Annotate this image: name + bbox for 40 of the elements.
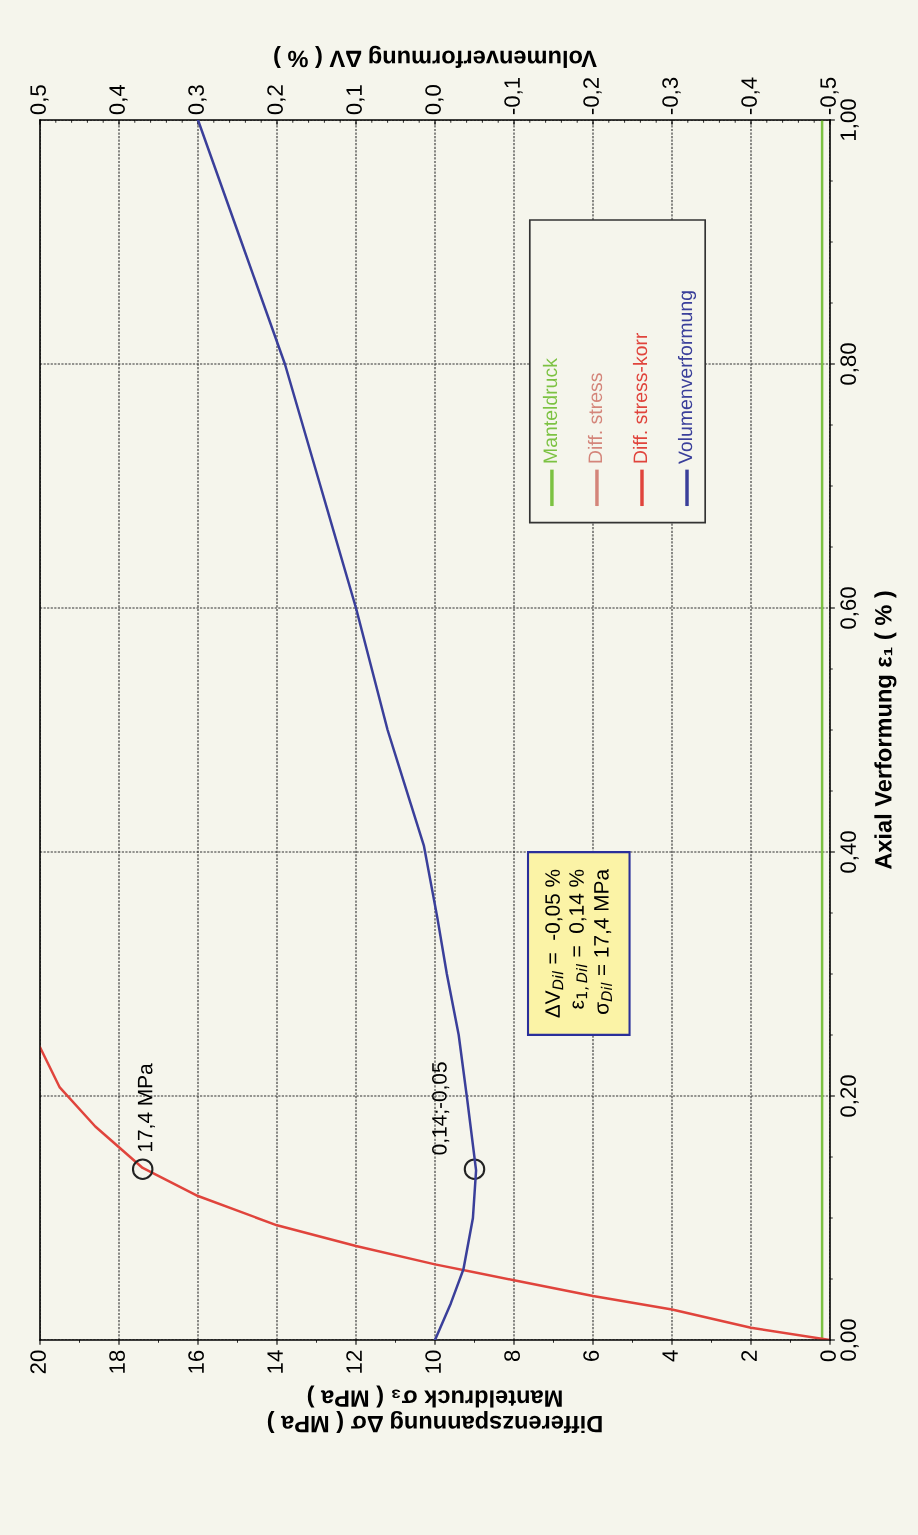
y-tick-label: 0,40 <box>840 831 859 873</box>
x-axis-title: Differenzspannung Δσ ( MPa ) Manteldruck σ₃ ( MPa ) <box>267 1385 602 1434</box>
x-tick-label: 20 <box>30 1350 46 1374</box>
x-tick-label: 10 <box>425 1350 441 1373</box>
text: Volumenverformung <box>677 291 697 464</box>
x2-tick-label: -0,1 <box>504 77 523 115</box>
x2-tick-label: 0,1 <box>346 85 365 115</box>
x-tick-label: 0 <box>820 1350 836 1362</box>
text: Manteldruck <box>542 358 558 463</box>
x-tick-label: 4 <box>662 1350 678 1362</box>
y-axis-title: Axial Verformung ε₁ ( % ) <box>874 591 897 870</box>
x2-tick-label: -0,4 <box>741 77 760 115</box>
annotation: ε$_{1,Dil}$ = 0,14 % <box>569 869 589 1009</box>
x-tick-label: 6 <box>583 1350 599 1361</box>
annotation: ΔV$_{Dil}$ = -0,05 % <box>545 869 564 1018</box>
text: Diff. stress-korr <box>632 332 648 463</box>
y-tick-label: 0,80 <box>840 343 859 385</box>
x2-tick-label: -0,2 <box>583 77 602 115</box>
y-tick-label: 0,00 <box>840 1319 859 1361</box>
x2-tick-label: 0,4 <box>109 84 128 115</box>
x-tick-label: 14 <box>267 1350 283 1373</box>
x2-tick-label: 0,3 <box>188 85 207 115</box>
x2-tick-label: 0,2 <box>267 85 286 115</box>
x-tick-label: 8 <box>504 1350 520 1362</box>
x-tick-label: 2 <box>741 1350 757 1361</box>
annotation: 0,14;-0,05 <box>432 1062 450 1155</box>
x2-tick-label: -0,3 <box>662 77 681 115</box>
annotation: σ$_{Dil}$ = 17,4 MPa <box>594 868 612 1014</box>
x-tick-label: 12 <box>346 1350 362 1373</box>
legend-label: Diff. stress <box>587 373 603 463</box>
y-tick-label: 1,00 <box>840 99 859 140</box>
x2-tick-label: 0,5 <box>30 85 49 115</box>
x-tick-label: 18 <box>109 1350 125 1373</box>
annotation: 17,4 MPa <box>137 1063 155 1151</box>
x-tick-label: 16 <box>188 1350 204 1373</box>
x2-tick-label: -0,5 <box>820 77 839 115</box>
y-tick-label: 0,20 <box>840 1075 859 1117</box>
y-tick-label: 0,60 <box>840 587 859 629</box>
x2-axis-title: Volumenverformung ΔV ( % ) <box>274 45 597 68</box>
x2-tick-label: 0,0 <box>425 85 444 115</box>
